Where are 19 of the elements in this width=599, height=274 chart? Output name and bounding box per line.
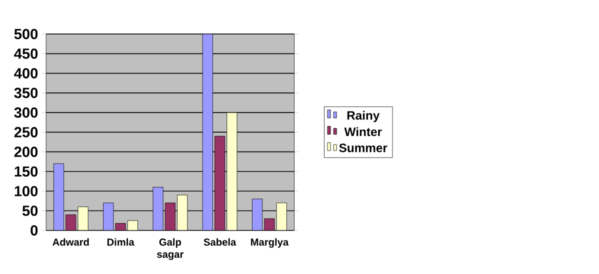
- y-tick-label: 400: [14, 68, 38, 79]
- x-tick-label: Dimla: [107, 238, 134, 246]
- y-tick-label: 100: [14, 186, 38, 196]
- x-tick-label: Marglya: [251, 238, 289, 248]
- y-tick-label: 450: [14, 48, 38, 60]
- y-tick-label: 250: [14, 127, 38, 138]
- x-tick-label: Galp sagar: [157, 238, 184, 260]
- y-tick-label: 350: [14, 88, 38, 98]
- legend-label: Rainy: [347, 111, 380, 122]
- y-tick-label: 200: [14, 146, 38, 158]
- legend-label: Winter: [344, 127, 382, 136]
- y-tick-label: 0: [30, 225, 38, 236]
- y-tick-label: 50: [22, 206, 38, 216]
- y-tick-label: 150: [14, 166, 38, 177]
- x-tick-label: Adward: [52, 238, 89, 246]
- y-tick-label: 300: [14, 108, 38, 118]
- y-tick-label: 500: [14, 29, 38, 40]
- x-tick-label: Sabela: [204, 238, 236, 246]
- legend-label: Summer: [339, 144, 388, 152]
